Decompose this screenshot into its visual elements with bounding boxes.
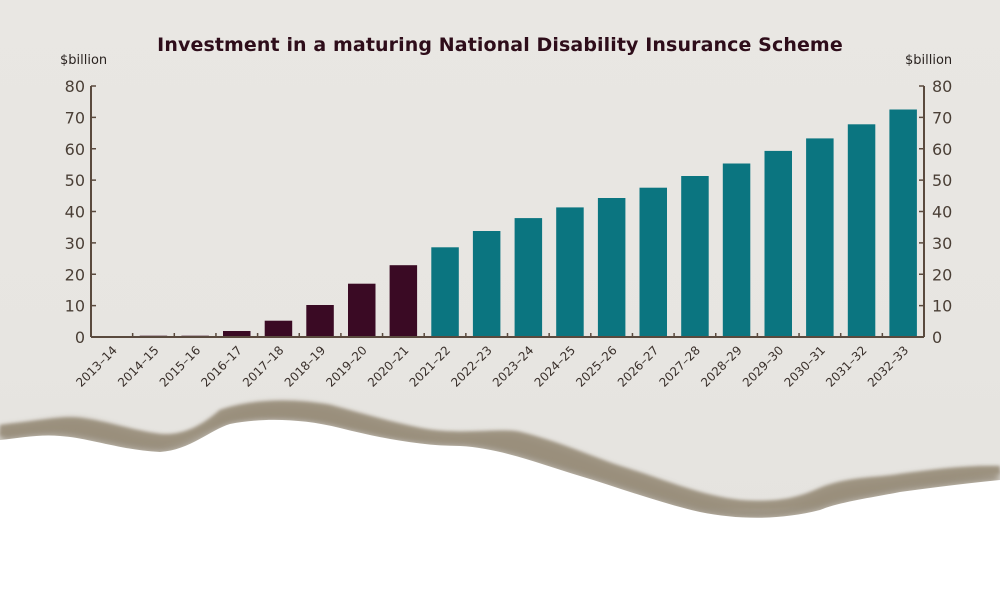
y-tick-label-left: 70 [65, 108, 85, 127]
bar-2023-24 [514, 218, 543, 337]
bar-2025-26 [597, 198, 626, 337]
y-tick-label-right: 0 [932, 328, 942, 347]
y-tick-label-right: 70 [932, 108, 952, 127]
bar-2024-25 [556, 207, 584, 337]
y-tick-label-left: 40 [65, 203, 85, 222]
y-tick-label-right: 20 [932, 265, 952, 284]
axes-group: 0 0 10 10 20 20 30 30 40 40 50 50 60 60 70 70 80 80 [65, 77, 953, 347]
y-tick-label-left: 50 [65, 171, 85, 190]
y-axis-unit-left: $billion [60, 53, 108, 68]
bar-2016-17 [223, 331, 251, 337]
y-tick-label-right: 50 [932, 171, 952, 190]
bar-2020-21 [389, 265, 418, 337]
y-tick-label-right: 30 [932, 234, 952, 253]
y-tick-label-left: 0 [75, 328, 85, 347]
bar-2031-32 [847, 124, 876, 337]
y-tick-label-right: 10 [932, 297, 952, 316]
y-tick-label-right: 40 [932, 203, 952, 222]
y-axis-unit-right: $billion [905, 53, 953, 68]
bar-2021-22 [431, 247, 459, 337]
y-tick-label-right: 60 [932, 140, 952, 159]
y-tick-label-left: 10 [65, 297, 85, 316]
bar-2027-28 [681, 176, 709, 337]
y-tick-label-left: 20 [65, 265, 85, 284]
y-tick-label-right: 80 [932, 77, 952, 96]
bar-2026-27 [639, 187, 667, 337]
y-tick-label-left: 80 [65, 77, 85, 96]
y-tick-label-left: 60 [65, 140, 85, 159]
bar-2030-31 [806, 138, 834, 337]
bar-2019-20 [348, 283, 376, 337]
bar-2029-30 [764, 150, 792, 337]
bar-2032-33 [889, 109, 917, 337]
chart-title: Investment in a maturing National Disabi… [157, 34, 843, 56]
bar-2022-23 [472, 231, 501, 337]
y-tick-label-left: 30 [65, 234, 85, 253]
bar-2018-19 [306, 305, 334, 337]
bars-group [98, 109, 917, 338]
bar-2017-18 [264, 320, 293, 337]
bar-2028-29 [722, 163, 751, 337]
